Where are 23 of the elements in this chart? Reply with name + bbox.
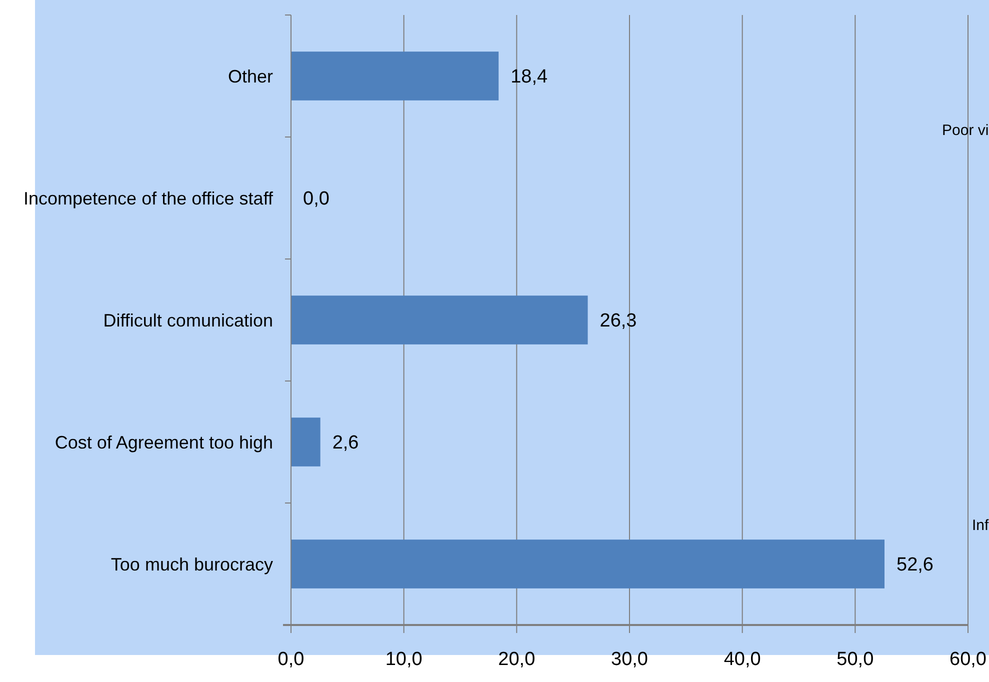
y-tick-label: Other <box>228 66 273 86</box>
bar <box>291 418 320 466</box>
bar <box>291 540 885 588</box>
y-tick-label: Cost of Agreement too high <box>54 432 273 452</box>
annotation: Poor vi <box>942 122 989 139</box>
x-tick-label: 30,0 <box>611 649 648 670</box>
data-label: 18,4 <box>510 66 548 88</box>
x-tick-label: 40,0 <box>724 649 761 670</box>
bar <box>291 52 499 100</box>
bar <box>291 296 588 344</box>
x-tick-label: 50,0 <box>836 649 874 670</box>
y-tick-label: Difficult comunication <box>103 310 273 330</box>
x-tick-label: 0,0 <box>278 649 304 670</box>
x-tick-label: 10,0 <box>385 649 422 670</box>
data-label: 2,6 <box>332 432 359 454</box>
data-label: 52,6 <box>896 554 934 576</box>
y-tick-label: Too much burocracy <box>110 554 273 574</box>
x-tick-label: 20,0 <box>498 649 536 670</box>
data-label: 26,3 <box>600 310 637 332</box>
y-tick-label: Incompetence of the office staff <box>24 188 274 208</box>
x-tick-label: 60,0 <box>950 649 986 670</box>
data-label: 0,0 <box>303 188 330 210</box>
text: Inf <box>972 517 989 534</box>
